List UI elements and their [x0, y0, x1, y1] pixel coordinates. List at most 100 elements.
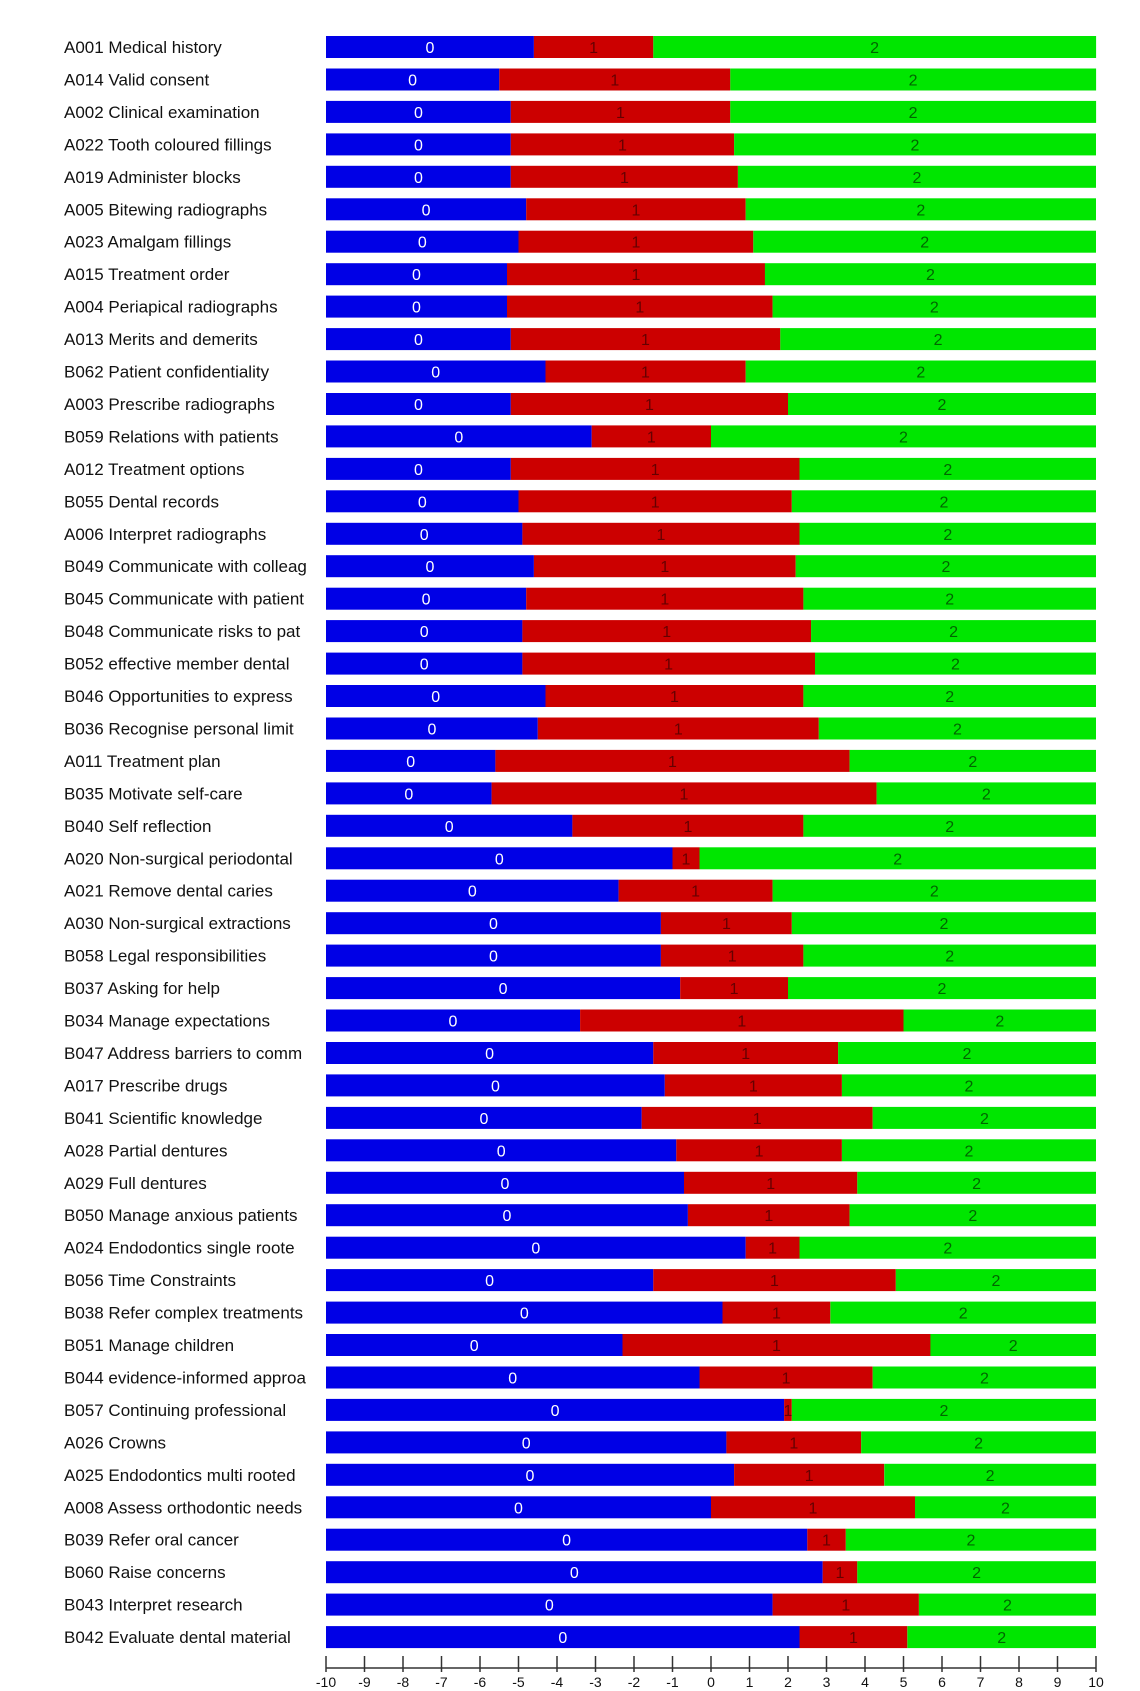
- bar-segment-0: [326, 1528, 808, 1551]
- segment-label-0: 0: [491, 1078, 500, 1095]
- x-tick-label: 0: [707, 1674, 715, 1690]
- segment-label-1: 1: [641, 365, 650, 382]
- segment-label-1: 1: [789, 1435, 798, 1452]
- bar-segment-0: [326, 717, 538, 740]
- segment-label-2: 2: [995, 1014, 1004, 1031]
- category-label: A001 Medical history: [64, 38, 222, 57]
- category-label: B043 Interpret research: [64, 1596, 243, 1615]
- chart-row: A026 Crowns 0 1 2: [64, 1431, 1096, 1454]
- segment-label-1: 1: [741, 1046, 750, 1063]
- category-label: B045 Communicate with patient: [64, 590, 304, 609]
- segment-label-0: 0: [551, 1403, 560, 1420]
- segment-label-1: 1: [764, 1208, 773, 1225]
- segment-label-0: 0: [414, 170, 423, 187]
- segment-label-0: 0: [427, 722, 436, 739]
- chart-row: B051 Manage children 0 1 2: [64, 1334, 1096, 1356]
- bar-segment-2: [699, 847, 1096, 870]
- x-tick-label: 1: [746, 1674, 754, 1690]
- bar-segment-2: [884, 1463, 1097, 1486]
- bar-segment-0: [326, 230, 519, 253]
- bar-segment-2: [780, 328, 1096, 351]
- chart-row: B062 Patient confidentiality 0 1 2: [64, 360, 1096, 383]
- segment-label-1: 1: [664, 657, 673, 674]
- bar-segment-2: [799, 522, 1096, 545]
- chart-row: B042 Evaluate dental material 0 1 2: [64, 1626, 1096, 1649]
- bar-segment-0: [326, 814, 573, 837]
- chart-row: A008 Assess orthodontic needs 0 1 2: [64, 1496, 1096, 1519]
- bar-segment-1: [526, 198, 746, 221]
- chart-row: A020 Non-surgical periodontal 0 1 2: [64, 847, 1096, 870]
- chart-row: B045 Communicate with patient 0 1 2: [64, 587, 1096, 610]
- bar-segment-2: [849, 1204, 1096, 1227]
- bar-segment-1: [660, 912, 792, 935]
- segment-label-0: 0: [431, 365, 440, 382]
- segment-label-1: 1: [753, 1111, 762, 1128]
- chart-row: A014 Valid consent 0 1 2: [64, 68, 1097, 91]
- segment-label-1: 1: [822, 1533, 831, 1550]
- bar-segment-1: [822, 1561, 858, 1584]
- bar-segment-0: [326, 68, 500, 91]
- segment-label-1: 1: [683, 819, 692, 836]
- category-label: B039 Refer oral cancer: [64, 1531, 239, 1550]
- category-label: A023 Amalgam fillings: [64, 233, 231, 252]
- category-label: A017 Prescribe drugs: [64, 1076, 227, 1095]
- segment-label-2: 2: [945, 592, 954, 609]
- bar-segment-2: [772, 295, 1096, 318]
- bar-segment-2: [861, 1431, 1096, 1454]
- chart-row: A006 Interpret radiographs 0 1 2: [64, 522, 1096, 545]
- segment-label-1: 1: [651, 462, 660, 479]
- bar-segment-2: [907, 1626, 1096, 1649]
- category-label: A020 Non-surgical periodontal: [64, 849, 293, 868]
- category-label: A019 Administer blocks: [64, 168, 241, 187]
- bar-segment-2: [872, 1366, 1096, 1389]
- bar-segment-0: [326, 977, 681, 1000]
- segment-label-2: 2: [980, 1371, 989, 1388]
- category-label: B059 Relations with patients: [64, 427, 279, 446]
- bar-segment-1: [772, 1593, 919, 1616]
- bar-segment-1: [726, 1431, 862, 1454]
- bar-segment-1: [522, 620, 812, 643]
- chart-row: A021 Remove dental caries 0 1 2: [64, 879, 1096, 902]
- bar-segment-0: [326, 944, 661, 967]
- segment-label-1: 1: [660, 559, 669, 576]
- segment-label-2: 2: [982, 786, 991, 803]
- bar-segment-2: [772, 879, 1096, 902]
- segment-label-2: 2: [968, 754, 977, 771]
- category-label: A026 Crowns: [64, 1433, 166, 1452]
- x-tick-label: -8: [397, 1674, 410, 1690]
- segment-label-2: 2: [930, 300, 939, 317]
- x-tick-label: -5: [512, 1674, 525, 1690]
- bar-segment-1: [687, 1204, 850, 1227]
- category-label: A021 Remove dental caries: [64, 882, 273, 901]
- chart-row: A015 Treatment order 0 1 2: [64, 263, 1096, 286]
- category-label: A015 Treatment order: [64, 265, 230, 284]
- bar-segment-0: [326, 165, 511, 188]
- segment-label-2: 2: [939, 916, 948, 933]
- segment-label-1: 1: [809, 1500, 818, 1517]
- segment-label-1: 1: [668, 754, 677, 771]
- bar-segment-1: [622, 1334, 931, 1356]
- bar-segment-2: [737, 165, 1096, 188]
- segment-label-0: 0: [497, 1143, 506, 1160]
- x-tick-label: 5: [900, 1674, 908, 1690]
- segment-label-0: 0: [531, 1241, 540, 1258]
- segment-label-1: 1: [631, 267, 640, 284]
- bar-segment-2: [799, 457, 1096, 480]
- bar-segment-1: [660, 944, 804, 967]
- bar-segment-2: [918, 1593, 1096, 1616]
- chart-row: B034 Manage expectations 0 1 2: [64, 1009, 1096, 1032]
- bar-segment-1: [499, 68, 731, 91]
- bar-segment-2: [876, 782, 1096, 805]
- bar-segment-0: [326, 328, 511, 351]
- segment-label-2: 2: [934, 332, 943, 349]
- bar-segment-1: [533, 36, 654, 58]
- bar-segment-2: [795, 555, 1096, 578]
- segment-label-2: 2: [926, 267, 935, 284]
- category-label: A011 Treatment plan: [64, 752, 221, 771]
- bar-segment-0: [326, 847, 673, 870]
- bar-segment-1: [711, 1496, 915, 1519]
- category-label: A025 Endodontics multi rooted: [64, 1466, 296, 1485]
- segment-label-2: 2: [916, 365, 925, 382]
- segment-label-1: 1: [849, 1630, 858, 1647]
- bar-segment-0: [326, 587, 527, 610]
